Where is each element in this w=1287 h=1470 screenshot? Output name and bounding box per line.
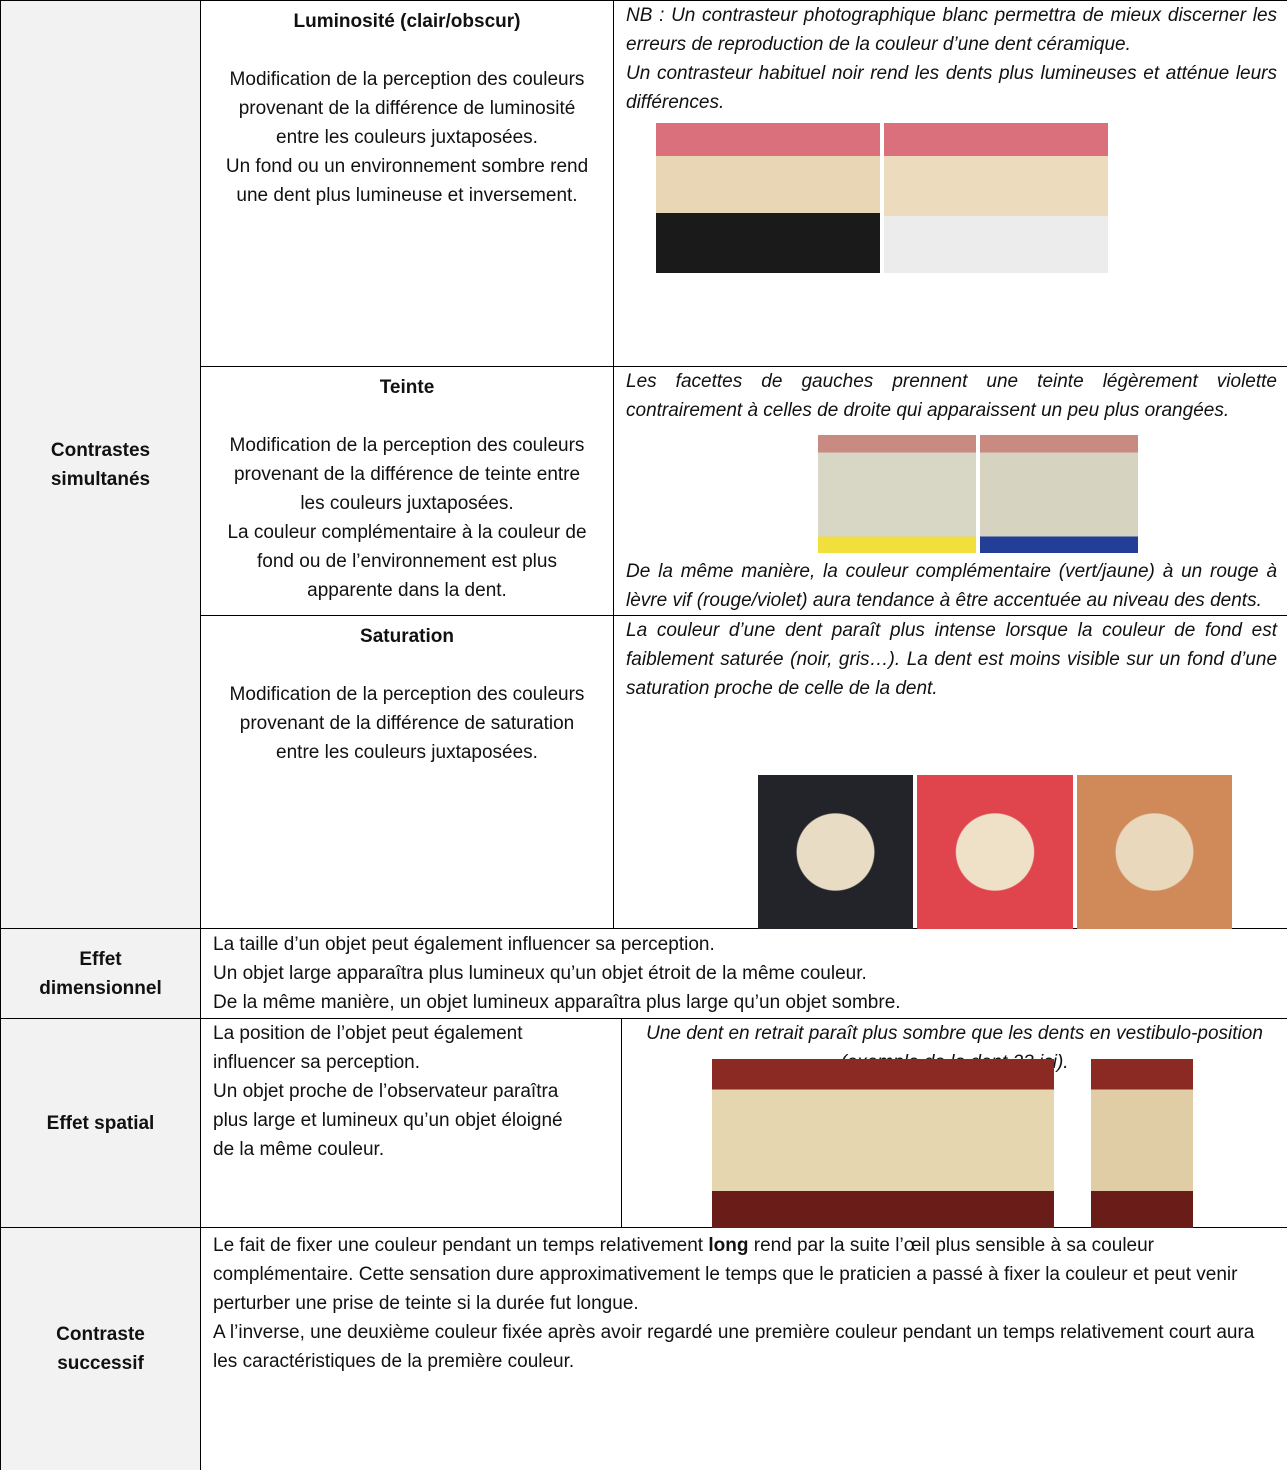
label: Contrastes simultanés <box>51 440 150 490</box>
subtitle: Saturation <box>223 622 591 651</box>
cell: La couleur d’une dent paraît plus intens… <box>614 616 1287 929</box>
text-part: Le fait de fixer une couleur pendant un … <box>213 1235 708 1256</box>
label: Contraste successif <box>56 1324 145 1374</box>
cell: Une dent en retrait paraît plus sombre q… <box>622 1019 1287 1228</box>
cell: NB : Un contrasteur photographique blanc… <box>614 1 1287 367</box>
photo <box>1091 1059 1193 1228</box>
text: Un fond ou un environnement sombre rend … <box>223 152 591 210</box>
text: La taille d’un objet peut également infl… <box>213 930 1275 959</box>
text: Modification de la perception des couleu… <box>223 65 591 152</box>
cell: La taille d’un objet peut également infl… <box>201 929 1287 1019</box>
row: Effet dimensionnel La taille d’un objet … <box>1 929 1287 1019</box>
text: A l’inverse, une deuxième couleur fixée … <box>213 1318 1275 1376</box>
text: Modification de la perception des couleu… <box>223 680 591 767</box>
note: NB : Un contrasteur photographique blanc… <box>626 1 1277 59</box>
row: Contrastes simultanés Luminosité (clair/… <box>1 1 1287 367</box>
photo <box>818 435 1138 553</box>
row: Effet spatial La position de l’objet peu… <box>1 1019 1287 1228</box>
cell: La position de l’objet peut également in… <box>201 1019 622 1228</box>
note: Les facettes de gauches prennent une tei… <box>626 367 1277 425</box>
bold-text: long <box>708 1235 748 1256</box>
cell: Les facettes de gauches prennent une tei… <box>614 367 1287 616</box>
text: Modification de la perception des couleu… <box>223 431 591 518</box>
row-label: Contrastes simultanés <box>1 1 201 929</box>
text: La couleur complémentaire à la couleur d… <box>223 518 591 605</box>
label: Effet spatial <box>47 1113 155 1134</box>
text: Un objet large apparaîtra plus lumineux … <box>213 959 1275 988</box>
row: Contraste successif Le fait de fixer une… <box>1 1228 1287 1470</box>
text: La position de l’objet peut également in… <box>213 1019 581 1077</box>
row-label: Effet spatial <box>1 1019 201 1228</box>
note: De la même manière, la couleur complémen… <box>626 557 1277 615</box>
photo <box>758 775 1232 929</box>
cell: Le fait de fixer une couleur pendant un … <box>201 1228 1287 1470</box>
cell: Luminosité (clair/obscur) Modification d… <box>201 1 614 367</box>
cell: Saturation Modification de la perception… <box>201 616 614 929</box>
row-label: Contraste successif <box>1 1228 201 1470</box>
photo <box>656 123 1108 273</box>
text: Un objet proche de l’observateur paraîtr… <box>213 1077 581 1164</box>
photo <box>712 1059 1054 1228</box>
text: De la même manière, un objet lumineux ap… <box>213 988 1275 1017</box>
note: La couleur d’une dent paraît plus intens… <box>626 616 1277 703</box>
row-label: Effet dimensionnel <box>1 929 201 1019</box>
note: Un contrasteur habituel noir rend les de… <box>626 59 1277 117</box>
subtitle: Teinte <box>223 373 591 402</box>
text: Le fait de fixer une couleur pendant un … <box>213 1231 1275 1318</box>
cell: Teinte Modification de la perception des… <box>201 367 614 616</box>
subtitle: Luminosité (clair/obscur) <box>223 7 591 36</box>
label: Effet dimensionnel <box>39 949 161 999</box>
